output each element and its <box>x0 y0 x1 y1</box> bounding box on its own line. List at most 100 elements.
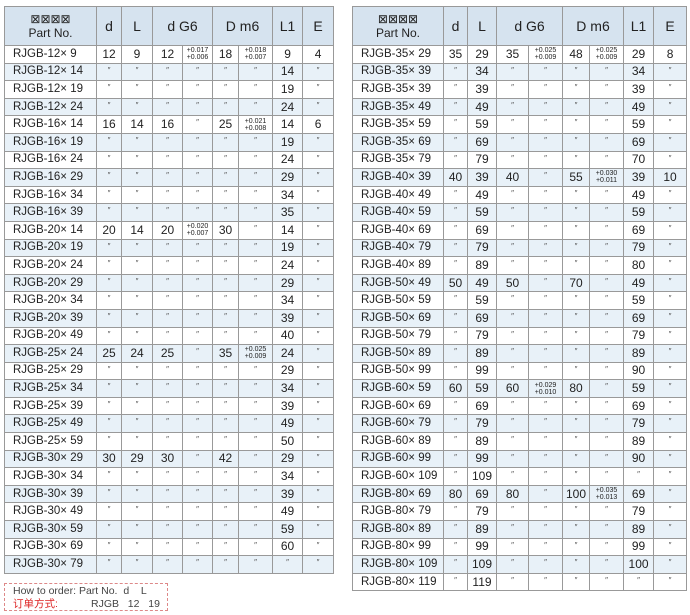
cell-D: ″ <box>212 484 240 504</box>
cell-g6-tolerance: ″ <box>181 396 214 416</box>
cell-d: ″ <box>96 432 122 451</box>
cell-d-g6: ″ <box>496 238 529 258</box>
cell-d: 60 <box>443 379 468 398</box>
cell-d-g6: ″ <box>496 291 529 310</box>
table-row: RJGB-40× 89 ″ 89 ″ ″ ″ ″ 80 ″ <box>352 256 688 275</box>
cell-E: ″ <box>302 203 335 222</box>
cell-m6-tolerance: ″ <box>589 396 625 416</box>
cell-L1: 59 <box>623 115 655 134</box>
cell-m6-tolerance: ″ <box>589 555 625 574</box>
header-part-no: ⊠⊠⊠⊠ Part No. <box>352 6 444 46</box>
tolerance-upper: +0.025 <box>534 47 557 55</box>
cell-L: 59 <box>467 291 497 310</box>
table-row: RJGB-50× 99 ″ 99 ″ ″ ″ ″ 90 ″ <box>352 361 688 381</box>
cell-part-no: RJGB-25× 49 <box>4 414 97 434</box>
tolerance-upper: +0.029 <box>534 381 557 389</box>
cell-L1: 34 <box>272 379 304 398</box>
cell-E: ″ <box>302 256 335 275</box>
table-row: RJGB-12× 24 ″ ″ ″ ″ ″ ″ 24 ″ <box>4 97 335 117</box>
cell-L1: 49 <box>623 273 655 293</box>
cell-L: ″ <box>121 150 153 170</box>
cell-g6-tolerance: +0.029 +0.010 <box>527 379 564 398</box>
cell-part-no: RJGB-40× 79 <box>352 238 444 258</box>
cell-g6-tolerance: ″ <box>181 273 214 293</box>
cell-d: ″ <box>443 326 468 346</box>
cell-m6-tolerance: ″ <box>238 326 274 346</box>
cell-d: ″ <box>443 238 468 258</box>
cell-E: ″ <box>302 414 335 434</box>
table-row: RJGB-30× 59 ″ ″ ″ ″ ″ ″ 59 ″ <box>4 520 335 539</box>
cell-g6-tolerance: +0.017 +0.006 <box>181 45 214 64</box>
cell-D: 35 <box>212 344 240 363</box>
cell-d: ″ <box>443 396 468 416</box>
cell-D: ″ <box>212 502 240 522</box>
cell-part-no: RJGB-40× 59 <box>352 203 444 222</box>
cell-g6-tolerance: ″ <box>527 361 564 381</box>
cell-E: ″ <box>302 484 335 504</box>
cell-D: ″ <box>562 344 591 363</box>
cell-m6-tolerance: ″ <box>238 484 274 504</box>
cell-d: ″ <box>443 520 468 539</box>
cell-part-no: RJGB-20× 49 <box>4 326 97 346</box>
table-row: RJGB-80× 79 ″ 79 ″ ″ ″ ″ 79 ″ <box>352 502 688 522</box>
cell-L1: 29 <box>272 273 304 293</box>
cell-L1: 39 <box>272 484 304 504</box>
cell-E: ″ <box>653 203 688 222</box>
table-row: RJGB-80× 99 ″ 99 ″ ″ ″ ″ 99 ″ <box>352 537 688 557</box>
cell-E: ″ <box>653 273 688 293</box>
cell-m6-tolerance: ″ <box>238 97 274 117</box>
cell-L: 69 <box>467 308 497 328</box>
cell-E: ″ <box>302 432 335 451</box>
cell-d: ″ <box>443 467 468 486</box>
cell-g6-tolerance: ″ <box>181 502 214 522</box>
cell-part-no: RJGB-60× 59 <box>352 379 444 398</box>
cell-g6-tolerance: ″ <box>181 344 214 363</box>
cell-L1: 50 <box>272 432 304 451</box>
cell-E: ″ <box>653 97 688 117</box>
cell-L1: 79 <box>623 238 655 258</box>
table-row: RJGB-20× 29 ″ ″ ″ ″ ″ ″ 29 ″ <box>4 273 335 293</box>
cell-m6-tolerance: ″ <box>238 502 274 522</box>
cell-m6-tolerance: ″ <box>238 308 274 328</box>
cell-E: ″ <box>653 185 688 205</box>
cell-d-g6: ″ <box>496 220 529 240</box>
cell-D: ″ <box>212 97 240 117</box>
cell-g6-tolerance: ″ <box>181 185 214 205</box>
cell-d-g6: ″ <box>152 185 183 205</box>
cell-g6-tolerance: ″ <box>527 115 564 134</box>
cell-g6-tolerance: ″ <box>527 291 564 310</box>
cell-d: ″ <box>96 414 122 434</box>
cell-d-g6: ″ <box>496 449 529 469</box>
cell-d: ″ <box>443 115 468 134</box>
cell-L: 89 <box>467 432 497 451</box>
cell-m6-tolerance: ″ <box>589 291 625 310</box>
table-row: RJGB-16× 19 ″ ″ ″ ″ ″ ″ 19 ″ <box>4 132 335 152</box>
cell-g6-tolerance: ″ <box>181 203 214 222</box>
cell-m6-tolerance: ″ <box>589 537 625 557</box>
cell-L1: 24 <box>272 344 304 363</box>
cell-d-g6: ″ <box>496 572 529 592</box>
order-L-label: L <box>140 585 147 597</box>
header-D-m6: D m6 <box>562 6 625 46</box>
cell-part-no: RJGB-30× 39 <box>4 484 97 504</box>
cell-E: ″ <box>653 537 688 557</box>
cell-part-no: RJGB-35× 29 <box>352 45 444 64</box>
cell-d-g6: ″ <box>496 361 529 381</box>
cell-d-g6: 25 <box>152 344 183 363</box>
cell-D: ″ <box>562 115 591 134</box>
cell-L: ″ <box>121 132 153 152</box>
header-L1: L1 <box>272 6 304 46</box>
cell-part-no: RJGB-30× 49 <box>4 502 97 522</box>
table-row: RJGB-80× 89 ″ 89 ″ ″ ″ ″ 89 ″ <box>352 520 688 539</box>
header-D-m6: D m6 <box>212 6 274 46</box>
table-row: RJGB-30× 29 30 29 30 ″ 42 ″ 29 ″ <box>4 449 335 469</box>
table-row: RJGB-20× 19 ″ ″ ″ ″ ″ ″ 19 ″ <box>4 238 335 258</box>
cell-part-no: RJGB-60× 109 <box>352 467 444 486</box>
cell-L: ″ <box>121 379 153 398</box>
cell-d: ″ <box>443 80 468 99</box>
cell-D: ″ <box>562 238 591 258</box>
cell-m6-tolerance: ″ <box>238 80 274 99</box>
cell-L1: 89 <box>623 432 655 451</box>
cell-L1: 99 <box>623 537 655 557</box>
header-part-cn: ⊠⊠⊠⊠ <box>30 12 71 26</box>
